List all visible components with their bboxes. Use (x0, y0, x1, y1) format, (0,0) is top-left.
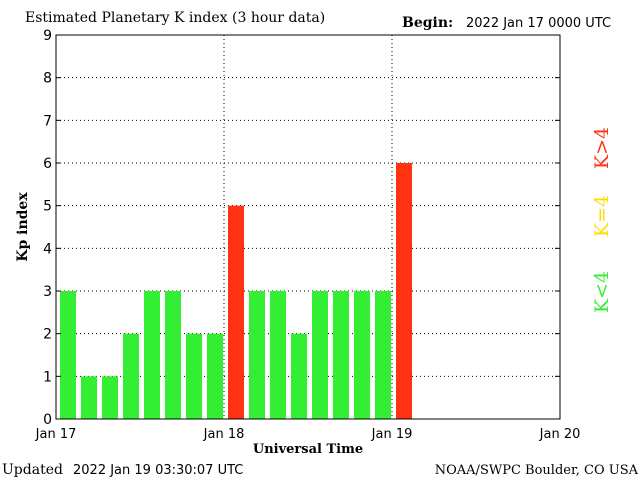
kp-bar (81, 376, 97, 419)
kp-bar (396, 163, 412, 419)
kp-bar (375, 291, 391, 419)
kp-bar (354, 291, 370, 419)
y-axis-ticks: 0 1 2 3 4 5 6 7 8 9 (43, 28, 560, 428)
credit-text: NOAA/SWPC Boulder, CO USA (435, 463, 639, 478)
x-axis-ticks: Jan 17 Jan 18 Jan 19 Jan 20 (35, 427, 581, 442)
grid (56, 35, 560, 419)
x-axis-label: Universal Time (253, 442, 363, 457)
kp-bar (312, 291, 328, 419)
begin-value: 2022 Jan 17 0000 UTC (466, 16, 611, 31)
y-tick-label: 4 (43, 241, 52, 257)
kp-bar (123, 333, 139, 419)
y-tick-label: 0 (43, 412, 52, 428)
updated-label: Updated (2, 462, 63, 478)
kp-bar (144, 291, 160, 419)
kp-bar (291, 333, 307, 419)
x-tick-label: Jan 19 (371, 427, 413, 442)
chart-title: Estimated Planetary K index (3 hour data… (25, 10, 325, 26)
begin-label: Begin: (402, 15, 453, 31)
kp-bar (270, 291, 286, 419)
kp-bar (186, 333, 202, 419)
y-tick-label: 9 (43, 28, 52, 44)
y-tick-label: 5 (43, 199, 52, 215)
kp-bar (333, 291, 349, 419)
kp-bar (228, 205, 244, 419)
kp-bar (207, 333, 223, 419)
legend-k-equal-4: K=4 (591, 195, 613, 237)
updated-value: 2022 Jan 19 03:30:07 UTC (73, 463, 243, 478)
legend-k-below-4: K<4 (591, 271, 613, 313)
kp-bar (249, 291, 265, 419)
y-tick-label: 8 (43, 71, 52, 87)
x-tick-label: Jan 17 (35, 427, 77, 442)
legend-k-above-4: K>4 (591, 127, 613, 169)
kp-bar (60, 291, 76, 419)
y-axis-label: Kp index (15, 192, 31, 262)
y-tick-label: 3 (43, 284, 52, 300)
bars (60, 163, 412, 419)
y-tick-label: 2 (43, 327, 52, 343)
y-tick-label: 7 (43, 113, 52, 129)
y-tick-label: 6 (43, 156, 52, 172)
plot-frame (55, 34, 561, 420)
y-tick-label: 1 (43, 369, 52, 385)
kp-bar (102, 376, 118, 419)
x-tick-label: Jan 20 (539, 427, 581, 442)
kp-bar (165, 291, 181, 419)
x-tick-label: Jan 18 (203, 427, 245, 442)
